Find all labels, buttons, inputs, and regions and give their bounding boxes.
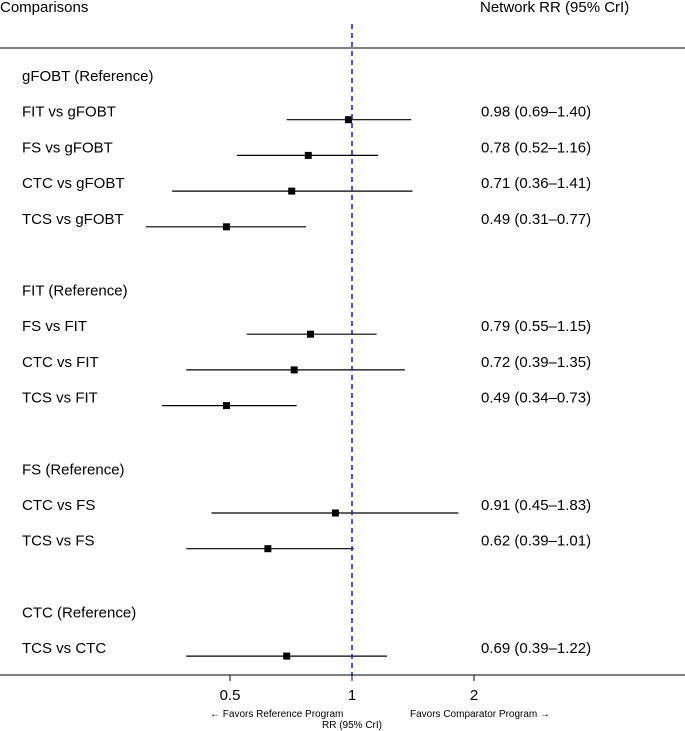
comparison-label: FS vs FIT bbox=[22, 318, 87, 335]
comparison-label: TCS vs FS bbox=[22, 533, 95, 550]
group-1: FIT (Reference) FS vs FIT 0.79 (0.55–1.15)… bbox=[22, 283, 591, 410]
forest-row: FIT vs gFOBT 0.98 (0.69–1.40) bbox=[22, 104, 591, 124]
comparison-label: TCS vs gFOBT bbox=[22, 211, 124, 228]
forest-row: TCS vs FIT 0.49 (0.34–0.73) bbox=[22, 390, 591, 410]
point-estimate bbox=[290, 366, 298, 374]
forest-row: FS vs gFOBT 0.78 (0.52–1.16) bbox=[22, 139, 591, 159]
header-comparisons: Comparisons bbox=[0, 0, 88, 16]
favors-comparator-label: Favors Comparator Program → bbox=[410, 709, 550, 720]
point-estimate bbox=[331, 509, 339, 517]
rr-value: 0.69 (0.39–1.22) bbox=[481, 640, 591, 657]
group-title: FIT (Reference) bbox=[22, 283, 128, 300]
rr-value: 0.62 (0.39–1.01) bbox=[481, 533, 591, 550]
rr-value: 0.71 (0.36–1.41) bbox=[481, 175, 591, 192]
forest-row: CTC vs FS 0.91 (0.45–1.83) bbox=[22, 497, 591, 517]
group-2: FS (Reference) CTC vs FS 0.91 (0.45–1.83) T… bbox=[22, 461, 591, 553]
comparison-label: TCS vs FIT bbox=[22, 390, 98, 407]
comparison-label: FS vs gFOBT bbox=[22, 139, 113, 156]
group-title: FS (Reference) bbox=[22, 461, 125, 478]
forest-row: CTC vs FIT 0.72 (0.39–1.35) bbox=[22, 354, 591, 374]
forest-rows: gFOBT (Reference) FIT vs gFOBT 0.98 (0.69–… bbox=[22, 68, 591, 660]
forest-row: FS vs FIT 0.79 (0.55–1.15) bbox=[22, 318, 591, 338]
group-title: gFOBT (Reference) bbox=[22, 68, 153, 85]
comparison-label: FIT vs gFOBT bbox=[22, 104, 116, 121]
favors-reference-label: ← Favors Reference Program bbox=[210, 709, 343, 720]
point-estimate bbox=[222, 402, 230, 410]
comparison-label: CTC vs FIT bbox=[22, 354, 99, 371]
x-tick-label: 0.5 bbox=[220, 687, 241, 704]
point-estimate bbox=[344, 116, 352, 124]
rr-value: 0.91 (0.45–1.83) bbox=[481, 497, 591, 514]
rr-value: 0.79 (0.55–1.15) bbox=[481, 318, 591, 335]
forest-row: TCS vs CTC 0.69 (0.39–1.22) bbox=[22, 640, 591, 660]
comparison-label: CTC vs gFOBT bbox=[22, 175, 125, 192]
point-estimate bbox=[222, 223, 230, 231]
header-network-rr: Network RR (95% CrI) bbox=[480, 0, 629, 16]
point-estimate bbox=[304, 151, 312, 159]
group-3: CTC (Reference) TCS vs CTC 0.69 (0.39–1.22… bbox=[22, 604, 591, 660]
rr-value: 0.72 (0.39–1.35) bbox=[481, 354, 591, 371]
group-title: CTC (Reference) bbox=[22, 604, 136, 621]
rr-value: 0.49 (0.34–0.73) bbox=[481, 390, 591, 407]
comparison-label: TCS vs CTC bbox=[22, 640, 106, 657]
x-tick-label: 2 bbox=[470, 687, 478, 704]
group-0: gFOBT (Reference) FIT vs gFOBT 0.98 (0.69–… bbox=[22, 68, 591, 231]
point-estimate bbox=[288, 187, 296, 195]
forest-row: TCS vs FS 0.62 (0.39–1.01) bbox=[22, 533, 591, 553]
rr-value: 0.49 (0.31–0.77) bbox=[481, 211, 591, 228]
forest-row: CTC vs gFOBT 0.71 (0.36–1.41) bbox=[22, 175, 591, 195]
x-tick-label: 1 bbox=[348, 687, 356, 704]
rr-value: 0.78 (0.52–1.16) bbox=[481, 139, 591, 156]
point-estimate bbox=[307, 330, 315, 338]
forest-row: TCS vs gFOBT 0.49 (0.31–0.77) bbox=[22, 211, 591, 231]
x-axis-label: RR (95% CrI) bbox=[322, 720, 382, 731]
rr-value: 0.98 (0.69–1.40) bbox=[481, 104, 591, 121]
point-estimate bbox=[283, 652, 291, 660]
comparison-label: CTC vs FS bbox=[22, 497, 95, 514]
point-estimate bbox=[264, 545, 272, 553]
x-axis: 0.5 1 2 bbox=[220, 675, 478, 704]
